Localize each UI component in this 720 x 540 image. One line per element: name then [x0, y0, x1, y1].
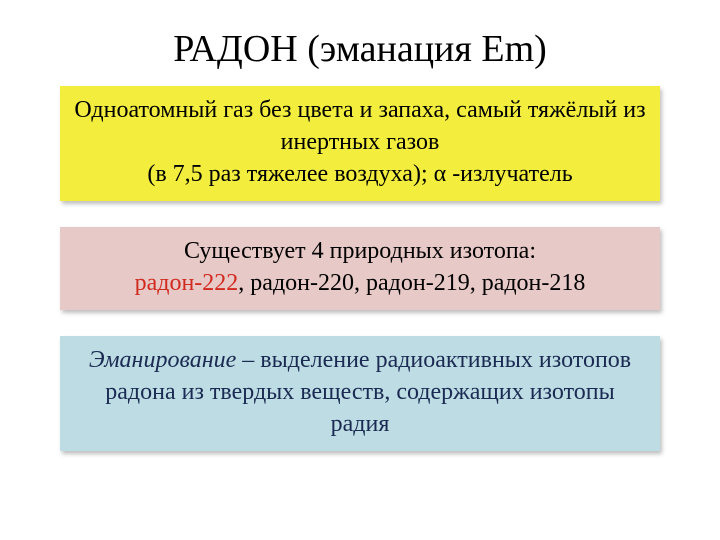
box1-line1: Одноатомный газ без цвета и запаха, самы… [74, 97, 645, 155]
box2-line1: Существует 4 природных изотопа: [184, 238, 536, 264]
box3-term: Эманирование [89, 347, 236, 373]
info-box-properties: Одноатомный газ без цвета и запаха, самы… [60, 86, 660, 201]
info-box-isotopes: Существует 4 природных изотопа: радон-22… [60, 227, 660, 310]
box2-rest: , радон-220, радон-219, радон-218 [238, 270, 585, 296]
box2-highlight: радон-222 [135, 270, 239, 296]
slide-container: РАДОН (эманация Em) Одноатомный газ без … [0, 0, 720, 540]
info-box-emanation: Эманирование – выделение радиоактивных и… [60, 336, 660, 451]
slide-title: РАДОН (эманация Em) [173, 28, 547, 72]
box1-line2: (в 7,5 раз тяжелее воздуха); α -излучате… [147, 161, 572, 187]
